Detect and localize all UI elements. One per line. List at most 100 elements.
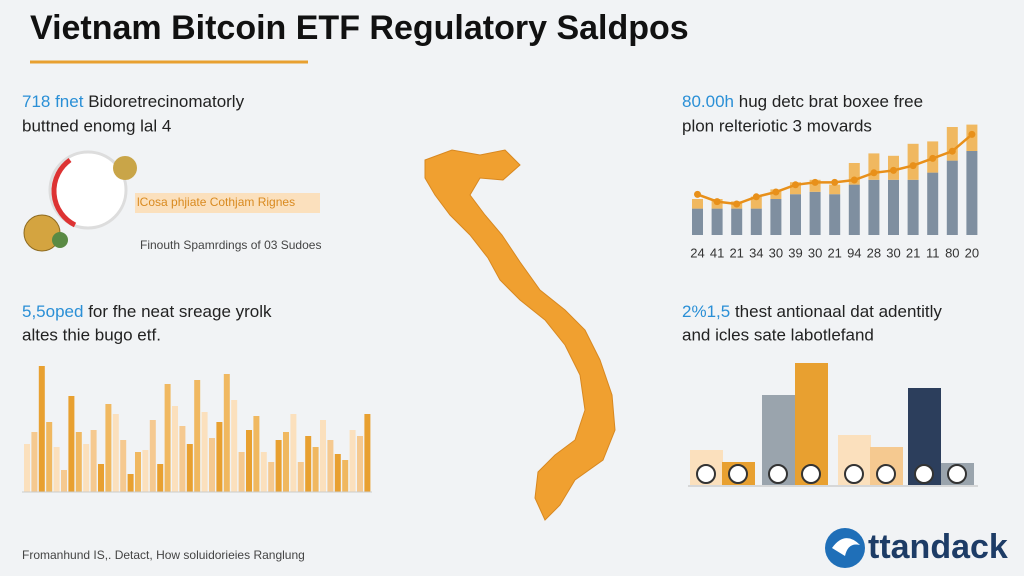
bar <box>157 464 164 492</box>
bar <box>186 444 193 492</box>
leaf <box>52 232 68 248</box>
bar <box>216 422 223 492</box>
bar-base <box>809 191 821 235</box>
bar-top <box>692 199 703 209</box>
trend-point <box>850 176 858 184</box>
x-label: 20 <box>965 245 979 260</box>
bar-base <box>888 179 899 235</box>
text: thest antionaal dat adentitly <box>735 302 942 321</box>
bar-icon <box>844 464 864 484</box>
bar <box>283 432 289 492</box>
bar <box>342 460 349 492</box>
highlight: 80.00h <box>682 92 734 111</box>
bar <box>231 400 238 492</box>
text-line: and icles sate labotlefand <box>682 325 874 344</box>
bar <box>38 366 45 492</box>
x-label: 34 <box>749 245 763 260</box>
bar-icon <box>801 464 821 484</box>
trend-point <box>831 178 839 186</box>
highlight: 5,5oped <box>22 302 83 321</box>
bar-icon <box>947 464 967 484</box>
bar <box>327 440 334 492</box>
bar-top <box>829 184 841 195</box>
bar <box>105 404 112 492</box>
bar <box>75 432 82 492</box>
footer-text: Fromanhund IS,. Detact, How soluidorieie… <box>22 548 305 562</box>
bar <box>53 447 60 492</box>
bar <box>61 470 67 492</box>
x-label: 30 <box>886 245 900 260</box>
bar-base <box>868 179 880 235</box>
bar <box>120 440 127 492</box>
coin-icon <box>48 150 128 230</box>
bar-base <box>790 194 801 235</box>
bar-base <box>692 208 703 235</box>
left-bar-chart <box>24 366 371 492</box>
trend-point <box>713 198 721 206</box>
bar <box>297 462 304 492</box>
trend-point <box>968 130 976 138</box>
highlight: 2%1,5 <box>682 302 730 321</box>
bar <box>238 452 245 492</box>
bar-base <box>829 194 841 235</box>
x-label: 21 <box>906 245 920 260</box>
text-line: 5,5oped for fhe neat sreage yrolk <box>22 302 272 321</box>
bar <box>364 414 371 492</box>
bar-top <box>946 127 958 161</box>
bar <box>149 420 156 492</box>
bar <box>223 374 230 492</box>
bar-base <box>770 199 782 235</box>
bar <box>268 462 275 492</box>
bar-icon <box>914 464 934 484</box>
trend-point <box>870 169 878 177</box>
coin-ring <box>51 157 77 228</box>
bar-base <box>966 151 978 235</box>
text-line: 2%1,5 thest antionaal dat adentitly <box>682 302 942 321</box>
bar-icon <box>768 464 788 484</box>
x-label: 24 <box>690 245 704 260</box>
bar <box>46 422 53 492</box>
vietnam-map <box>424 149 616 521</box>
trend-point <box>733 200 741 208</box>
bar-base <box>946 160 958 235</box>
bar <box>349 430 356 492</box>
text-line: buttned enomg lal 4 <box>22 116 171 135</box>
bar <box>164 384 171 492</box>
bar <box>305 436 312 492</box>
text-line: altes thie bugo etf. <box>22 325 161 344</box>
bar <box>24 444 30 492</box>
x-label: 30 <box>769 245 783 260</box>
trend-point <box>929 154 937 162</box>
x-label: 39 <box>788 245 802 260</box>
bar-top <box>907 143 919 180</box>
highlight: 718 fnet <box>22 92 84 111</box>
logo-text: ttandack <box>868 528 1008 566</box>
bar-top <box>750 196 762 209</box>
bar <box>275 440 282 492</box>
bar <box>209 438 215 492</box>
bar <box>179 426 186 492</box>
bar <box>320 420 326 492</box>
text-line: plon relteriotic 3 movards <box>682 116 872 135</box>
x-label: 30 <box>808 245 822 260</box>
bar <box>135 452 141 492</box>
bar <box>253 416 260 492</box>
bar <box>357 436 363 492</box>
x-label: 11 <box>926 245 940 260</box>
bar <box>31 432 38 492</box>
bar <box>312 447 319 492</box>
bar <box>112 414 119 492</box>
trend-point <box>792 181 799 189</box>
bar <box>68 396 75 492</box>
bar <box>83 444 90 492</box>
text: hug detc brat boxee free <box>739 92 923 111</box>
bar <box>290 414 297 492</box>
bar <box>98 464 104 492</box>
x-label: 28 <box>867 245 881 260</box>
bar-base <box>907 179 919 235</box>
bar-base <box>711 208 723 235</box>
bar <box>246 430 252 492</box>
text-line: 80.00h hug detc brat boxee free <box>682 92 923 111</box>
bar <box>260 452 267 492</box>
